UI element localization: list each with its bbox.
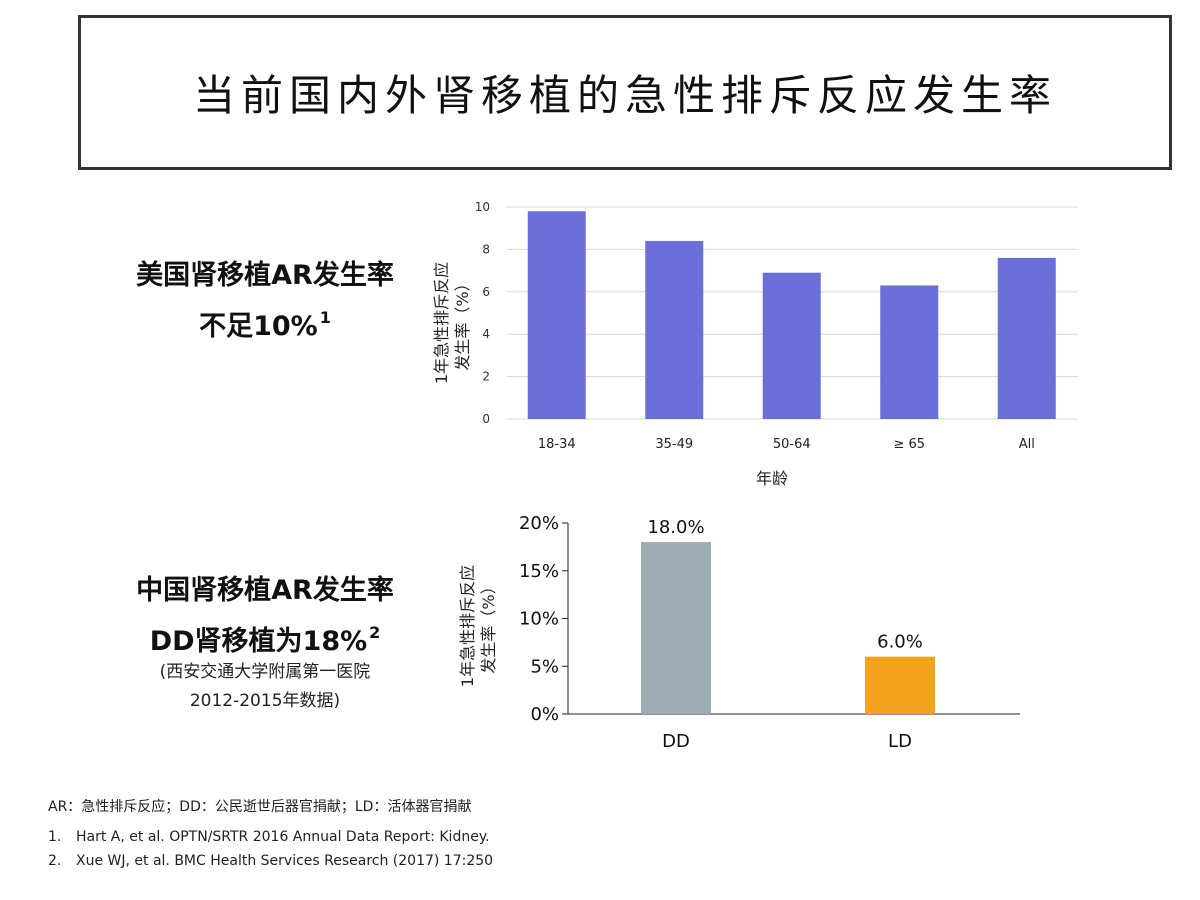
us-ytick-label: 6	[482, 285, 490, 299]
cn-ytick-label: 20%	[519, 513, 559, 534]
cn-ytick-label: 0%	[530, 704, 559, 725]
cn-data-label: 6.0%	[877, 632, 923, 653]
cn-ytick-label: 15%	[519, 561, 559, 582]
us-ytick-label: 8	[482, 242, 490, 256]
us-xtick-label: 50-64	[773, 437, 811, 452]
us-ytick-label: 2	[482, 370, 490, 384]
us-xtick-label: ≥ 65	[893, 437, 925, 452]
cn-heading-line2: DD肾移植为18% 2	[95, 612, 435, 663]
footer-ref-2: 2. Xue WJ, et al. BMC Health Services Res…	[48, 853, 493, 869]
us-ytick-label: 10	[475, 200, 490, 214]
us-bar	[527, 211, 586, 419]
footer-abbreviations: AR：急性排斥反应；DD：公民逝世后器官捐献；LD：活体器官捐献	[48, 799, 472, 815]
page-title: 当前国内外肾移植的急性排斥反应发生率	[192, 71, 1057, 120]
cn-heading: 中国肾移植AR发生率 DD肾移植为18% 2	[95, 570, 435, 663]
us-xtick-label: 18-34	[538, 437, 576, 452]
us-yaxis-label-line1: 1年急性排斥反应	[432, 262, 451, 384]
footer-ref-2-num: 2.	[48, 853, 62, 869]
us-xtick-label: 35-49	[655, 437, 693, 452]
us-xaxis-label: 年龄	[756, 469, 788, 488]
us-bar	[762, 272, 821, 419]
cn-heading-line1: 中国肾移植AR发生率	[136, 575, 394, 606]
footer-ref-1-text: Hart A, et al. OPTN/SRTR 2016 Annual Dat…	[76, 829, 490, 845]
us-bar	[645, 240, 704, 419]
footer-ref-2-text: Xue WJ, et al. BMC Health Services Resea…	[76, 853, 494, 869]
cn-bar	[641, 542, 711, 714]
cn-yaxis-label-line2: 发生率（%）	[479, 578, 498, 673]
cn-bar	[865, 656, 935, 714]
title-box: 当前国内外肾移植的急性排斥反应发生率	[78, 15, 1172, 170]
us-yaxis-label-line2: 发生率（%）	[453, 275, 472, 370]
us-bar	[997, 257, 1056, 419]
cn-yaxis-label-line1: 1年急性排斥反应	[458, 565, 477, 687]
cn-note-line2: 2012-2015年数据)	[189, 691, 341, 711]
us-heading: 美国肾移植AR发生率 不足10% 1	[95, 255, 435, 348]
footer-ref-1: 1. Hart A, et al. OPTN/SRTR 2016 Annual D…	[48, 829, 490, 845]
cn-note-line1: (西安交通大学附属第一医院	[159, 662, 371, 682]
cn-heading-value: DD肾移植为18%	[149, 626, 368, 657]
cn-xtick-label: LD	[888, 731, 912, 752]
us-ytick-label: 0	[482, 412, 490, 426]
us-heading-value: 不足10%	[199, 311, 318, 342]
footer-ref-1-num: 1.	[48, 829, 62, 845]
cn-data-label: 18.0%	[647, 517, 704, 538]
us-heading-line1: 美国肾移植AR发生率	[136, 260, 394, 291]
cn-xtick-label: DD	[662, 731, 690, 752]
us-ytick-label: 4	[482, 327, 490, 341]
us-xtick-label: All	[1019, 437, 1035, 452]
cn-ytick-label: 10%	[519, 609, 559, 630]
us-bar	[880, 285, 939, 419]
cn-ref-marker: 2	[369, 623, 381, 642]
cn-ytick-label: 5%	[530, 656, 559, 677]
us-heading-line2: 不足10% 1	[95, 297, 435, 348]
us-ref-marker: 1	[319, 308, 331, 327]
